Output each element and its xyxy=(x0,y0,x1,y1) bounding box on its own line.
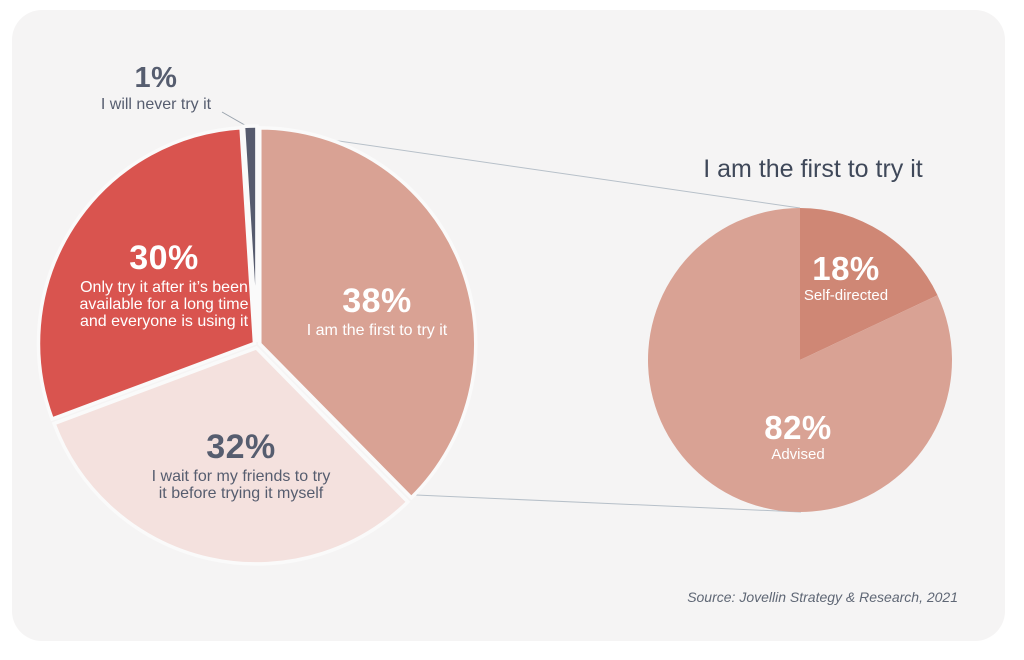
label-30-text: Only try it after it’s been available fo… xyxy=(80,279,249,330)
label-82-percent: 82% xyxy=(764,409,832,446)
label-30-line1: Only try it after it’s been xyxy=(80,279,248,296)
source-note: Source: Jovellin Strategy & Research, 20… xyxy=(687,589,958,605)
label-30-line2: available for a long time xyxy=(79,296,249,313)
label-32-line1: I wait for my friends to try xyxy=(151,468,331,485)
label-advised: 82% Advised xyxy=(764,409,832,464)
label-first-to-try: 38% I am the first to try it xyxy=(307,283,447,339)
label-30-percent: 30% xyxy=(129,239,199,277)
main-pie-slice-30pct xyxy=(36,125,257,422)
label-never-try-percent: 1% xyxy=(134,62,178,94)
label-32-text: I wait for my friends to try it before t… xyxy=(152,468,331,502)
main-pie-slice-38pct xyxy=(258,126,478,501)
label-32-percent: 32% xyxy=(206,428,276,466)
label-self-directed: 18% Self-directed xyxy=(803,250,889,305)
breakout-pie-slice-82pct xyxy=(648,208,952,512)
label-32-line2: it before trying it myself xyxy=(158,485,324,502)
connector-line-top xyxy=(262,129,801,209)
label-only-after-long-time: 30% Only try it after it’s been availabl… xyxy=(80,240,249,330)
main-pie-slice-1pct xyxy=(241,124,259,343)
label-wait-for-friends: 32% I wait for my friends to try it befo… xyxy=(152,429,331,502)
label-18-text: Self-directed xyxy=(803,287,889,304)
connector-line-bottom xyxy=(415,494,802,513)
breakout-pie xyxy=(648,208,952,512)
breakout-pie-slice-18pct xyxy=(800,208,938,360)
label-38-text: I am the first to try it xyxy=(306,322,448,339)
main-pie xyxy=(36,124,478,566)
label-never-try-text: I will never try it xyxy=(100,96,212,113)
main-pie-slice-32pct xyxy=(51,345,411,566)
label-never-try: 1% I will never try it xyxy=(101,63,211,113)
label-82-text: Advised xyxy=(771,446,825,463)
label-30-line3: and everyone is using it xyxy=(79,313,249,330)
label-18-percent: 18% xyxy=(812,250,880,287)
label-38-percent: 38% xyxy=(342,282,412,320)
breakout-pie-title: I am the first to try it xyxy=(703,155,923,183)
